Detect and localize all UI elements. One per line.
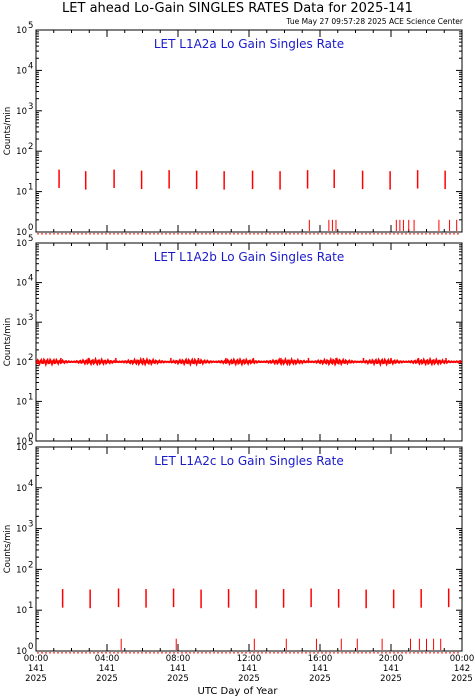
x-tick-label-doy: 141 [241,664,257,674]
y-tick-exponent: 0 [28,432,33,442]
y-tick-exponent: 4 [28,479,33,489]
x-tick-label-year: 2025 [167,674,189,684]
y-tick-label: 10 [16,647,27,657]
series-baseline [35,356,462,368]
panel-title: LET L1A2a Lo Gain Singles Rate [154,37,344,51]
x-tick-label-time: 00:00 [450,654,475,664]
y-tick-label: 10 [16,239,27,249]
y-tick-label: 10 [16,318,27,328]
x-tick-label-year: 2025 [309,674,331,684]
plot-frame [35,446,463,652]
x-tick-label-time: 08:00 [166,654,191,664]
panel-title: LET L1A2c Lo Gain Singles Rate [154,454,344,468]
x-tick-label-year: 2025 [238,674,260,684]
y-tick-exponent: 0 [28,642,33,652]
x-tick-label-time: 00:00 [24,654,49,664]
x-tick-label-year: 2025 [380,674,402,684]
y-tick-label: 10 [16,66,27,76]
x-tick-label-doy: 141 [99,664,115,674]
y-tick-exponent: 2 [28,353,33,363]
x-tick-label-time: 20:00 [379,654,404,664]
y-tick-label: 10 [16,525,27,535]
y-tick-label: 10 [16,147,27,157]
y-tick-label: 10 [16,228,27,238]
chart-main-title: LET ahead Lo-Gain SINGLES RATES Data for… [62,1,413,16]
y-tick-label: 10 [16,437,27,447]
y-axis-label: Counts/min [3,318,13,367]
y-tick-exponent: 4 [28,274,33,284]
y-tick-exponent: 0 [28,223,33,233]
y-tick-exponent: 1 [28,183,33,193]
y-axis-label: Counts/min [3,525,13,574]
plot-frame [35,242,463,442]
y-tick-exponent: 2 [28,142,33,152]
y-tick-exponent: 1 [28,392,33,402]
x-tick-label-time: 16:00 [308,654,333,664]
y-tick-label: 10 [16,279,27,289]
y-tick-label: 10 [16,26,27,36]
x-tick-label-time: 04:00 [95,654,120,664]
y-axis-label: Counts/min [3,107,13,156]
y-tick-exponent: 5 [28,234,33,244]
y-tick-exponent: 5 [28,438,33,448]
y-tick-label: 10 [16,606,27,616]
y-tick-label: 10 [16,397,27,407]
y-tick-exponent: 2 [28,560,33,570]
y-tick-label: 10 [16,107,27,117]
x-tick-label-year: 2025 [25,674,47,684]
y-tick-label: 10 [16,484,27,494]
y-tick-label: 10 [16,443,27,453]
y-tick-exponent: 3 [28,313,33,323]
y-tick-exponent: 3 [28,102,33,112]
x-tick-label-doy: 142 [454,664,470,674]
x-tick-label-doy: 141 [383,664,399,674]
y-tick-exponent: 3 [28,520,33,530]
x-tick-label-doy: 141 [170,664,186,674]
x-tick-label-time: 12:00 [237,654,262,664]
y-tick-exponent: 1 [28,601,33,611]
panel-title: LET L1A2b Lo Gain Singles Rate [154,250,345,264]
y-tick-label: 10 [16,565,27,575]
generated-timestamp: Tue May 27 09:57:28 2025 ACE Science Cen… [286,17,463,26]
plot-frame [35,29,463,233]
x-tick-label-doy: 141 [312,664,328,674]
y-tick-label: 10 [16,358,27,368]
y-tick-exponent: 4 [28,61,33,71]
x-tick-label-year: 2025 [96,674,118,684]
x-axis-title: UTC Day of Year [197,686,278,697]
y-tick-exponent: 5 [28,21,33,31]
y-tick-label: 10 [16,188,27,198]
x-tick-label-doy: 141 [28,664,44,674]
x-tick-label-year: 2025 [451,674,473,684]
